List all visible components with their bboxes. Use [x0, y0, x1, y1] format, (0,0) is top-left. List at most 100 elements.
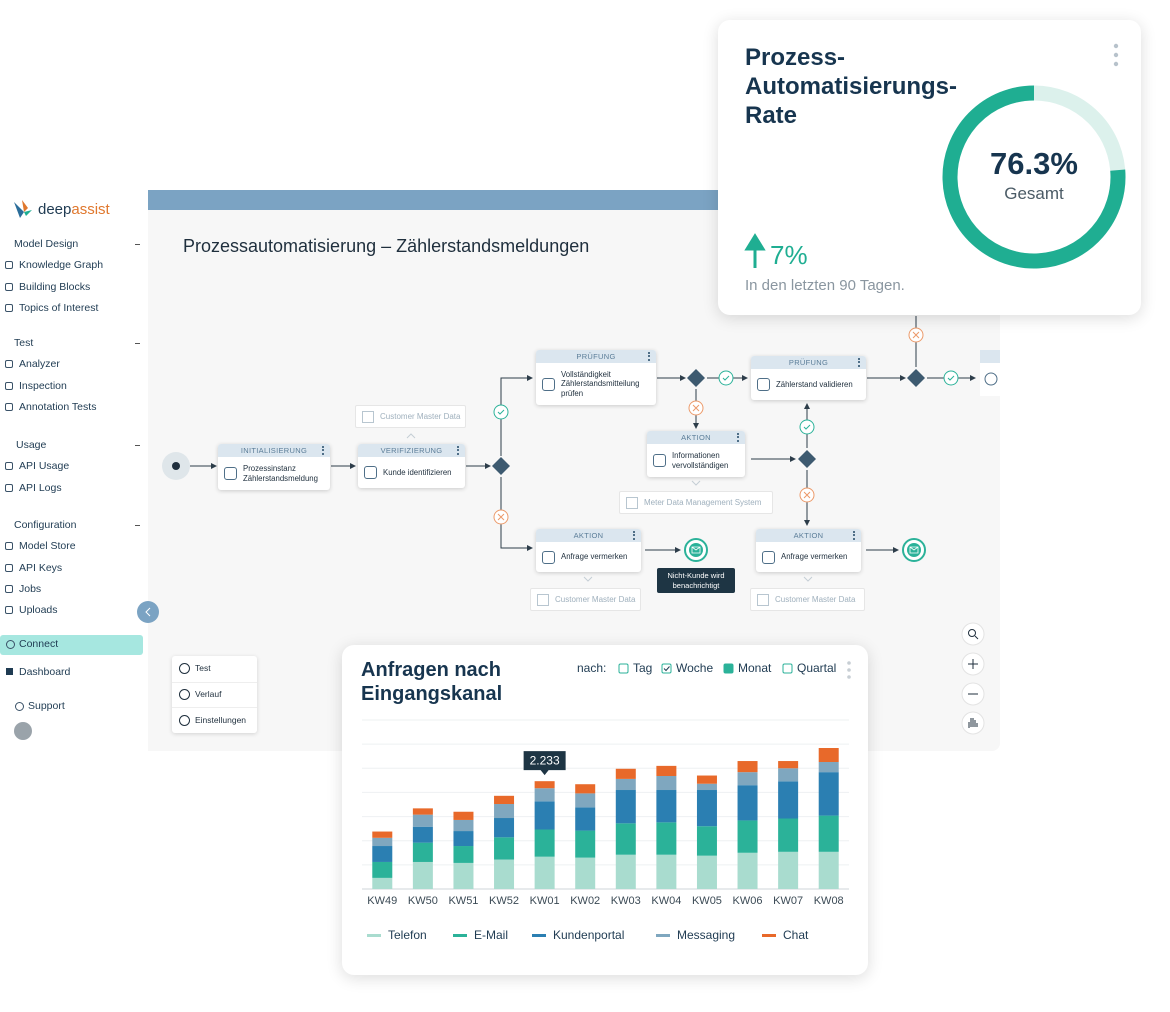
bar-segment	[575, 807, 596, 831]
bar-segment	[494, 859, 515, 889]
menu-dots[interactable]	[847, 661, 851, 679]
process-node[interactable]: PRÜFUNG Vollständigkeit Zählerstandsmitte…	[536, 350, 656, 405]
node-body: Anfrage vermerken	[536, 542, 641, 572]
tool-label[interactable]: Einstellungen	[195, 715, 247, 725]
filter-option[interactable]: Quartal	[797, 661, 836, 675]
filter-checkbox[interactable]	[661, 663, 672, 674]
tool-label[interactable]: Verlauf	[195, 689, 222, 699]
nav-item[interactable]: Uploads	[19, 604, 58, 617]
diagram-title: Prozessautomatisierung – Zählerstandsmel…	[183, 236, 590, 256]
node-menu[interactable]	[633, 531, 637, 540]
filter-option[interactable]: Tag	[633, 661, 652, 675]
node-header: AKTION	[756, 529, 861, 542]
nav-item[interactable]: Inspection	[19, 379, 67, 392]
bar-segment	[412, 861, 433, 889]
process-node[interactable]: INITIALISIERUNG Prozessinstanz Zählerstan…	[218, 444, 330, 490]
nav-icon	[5, 584, 13, 593]
nav-link[interactable]: Support	[28, 700, 65, 712]
node-menu[interactable]	[457, 446, 461, 455]
node-menu[interactable]	[858, 358, 862, 367]
collapse-button[interactable]	[137, 601, 159, 623]
nav-item[interactable]: Jobs	[19, 582, 42, 595]
partial-node-icon	[984, 372, 998, 386]
bar-segment	[778, 761, 799, 769]
logo-icon	[14, 200, 32, 218]
collapse-toggle[interactable]	[135, 244, 140, 245]
legend-swatch	[367, 934, 381, 937]
nav-item[interactable]: Knowledge Graph	[19, 259, 104, 272]
bar-segment	[818, 851, 839, 889]
bar-segment	[575, 830, 596, 858]
bar-segment	[372, 837, 393, 847]
filter-checkbox[interactable]	[782, 663, 793, 674]
nav-item[interactable]: Annotation Tests	[19, 400, 97, 413]
bar-segment	[534, 781, 555, 789]
tool-label[interactable]: Test	[195, 663, 211, 673]
menu-dots[interactable]	[1113, 43, 1119, 67]
source-label: Meter Data Management System	[644, 498, 762, 507]
node-label: Informationen vervollständigen	[672, 451, 729, 470]
bar-segment	[696, 783, 717, 791]
nav-item[interactable]: Topics of Interest	[19, 301, 99, 314]
nav-item[interactable]: Model Store	[19, 540, 76, 553]
process-node[interactable]: AKTION Informationen vervollständigen	[647, 431, 745, 477]
node-icon	[224, 467, 237, 480]
nav-link[interactable]: Connect	[19, 638, 59, 650]
nav-item[interactable]: Analyzer	[19, 358, 60, 371]
nav-item[interactable]: API Keys	[19, 561, 63, 574]
collapse-toggle[interactable]	[135, 343, 140, 344]
bar-segment	[778, 851, 799, 889]
bar-segment	[696, 826, 717, 856]
collapse-toggle[interactable]	[135, 445, 140, 446]
x-tick-label: KW52	[489, 895, 519, 907]
data-source: Customer Master Data	[530, 588, 641, 611]
chart-card: Anfragen nach Eingangskanal KW49 KW50 KW51…	[342, 645, 868, 975]
node-body: Informationen vervollständigen	[647, 444, 745, 477]
node-menu[interactable]	[737, 433, 741, 442]
bar-segment	[737, 772, 758, 786]
trend-arrow	[744, 233, 766, 268]
bar-segment	[818, 772, 839, 816]
process-node[interactable]: PRÜFUNG Zählerstand validieren	[751, 356, 866, 400]
nav-link[interactable]: Dashboard	[19, 666, 71, 678]
x-tick-label: KW50	[408, 895, 438, 907]
process-node[interactable]: AKTION Anfrage vermerken	[756, 529, 861, 572]
collapse-toggle[interactable]	[135, 525, 140, 526]
nav-item[interactable]: API Logs	[19, 481, 62, 494]
process-node[interactable]: VERIFIZIERUNG Kunde identifizieren	[358, 444, 465, 488]
bar-segment	[656, 776, 677, 791]
start-event	[162, 452, 190, 480]
nav-icon	[5, 381, 13, 390]
bar-segment	[737, 785, 758, 821]
nav-item[interactable]: Building Blocks	[19, 280, 91, 293]
node-menu[interactable]	[853, 531, 857, 540]
sidebar: deepassist Model Design Knowledge Graph Bu…	[0, 190, 148, 750]
bar-segment	[412, 826, 433, 843]
node-label: Kunde identifizieren	[383, 467, 452, 477]
zoom-controls[interactable]	[961, 622, 985, 735]
bar-segment	[494, 804, 515, 819]
nav-group-title: Configuration	[14, 519, 77, 531]
filter-option[interactable]: Monat	[738, 661, 772, 675]
source-icon	[757, 593, 769, 606]
node-menu[interactable]	[322, 446, 326, 455]
nav-icon	[5, 303, 13, 312]
process-node[interactable]: AKTION Anfrage vermerken	[536, 529, 641, 572]
node-icon	[653, 454, 666, 467]
filter-checkbox[interactable]	[723, 663, 734, 674]
filter-checkbox[interactable]	[618, 663, 629, 674]
node-icon	[542, 550, 555, 564]
filter-option[interactable]: Woche	[676, 661, 713, 675]
bar-segment	[412, 842, 433, 862]
node-body: Zählerstand validieren	[751, 369, 866, 400]
legend-label: Telefon	[388, 928, 427, 942]
node-header: PRÜFUNG	[751, 356, 866, 369]
legend-swatch	[532, 934, 546, 937]
node-body: Kunde identifizieren	[358, 457, 465, 488]
nav-item[interactable]: API Usage	[19, 460, 70, 473]
node-icon	[762, 550, 775, 564]
node-menu[interactable]	[648, 352, 652, 361]
x-tick-label: KW06	[733, 895, 763, 907]
tool-divider	[172, 707, 257, 709]
